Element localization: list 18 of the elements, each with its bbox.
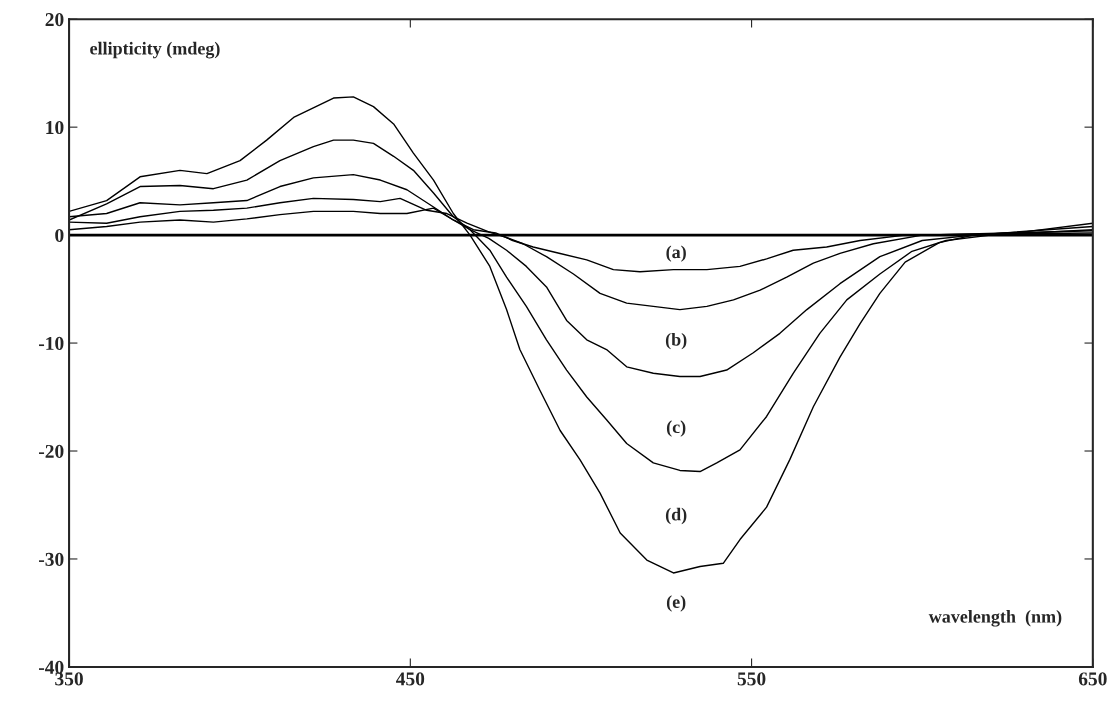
y-tick-label: 20 <box>45 13 64 27</box>
y-tick-label: -30 <box>39 552 64 566</box>
y-tick-label: -20 <box>39 444 64 458</box>
annotation: (e) <box>666 595 686 612</box>
x-tick-label: 450 <box>396 672 425 686</box>
annotation: (a) <box>666 245 686 262</box>
x-axis-title: wavelength (nm) <box>928 610 1062 627</box>
y-tick-label: 10 <box>46 120 64 135</box>
y-axis-title: ellipticity (mdeg) <box>90 41 220 59</box>
x-tick-label: 550 <box>737 672 766 686</box>
x-tick-label: 350 <box>55 672 83 686</box>
annotation: (d) <box>665 507 687 525</box>
y-tick-label: -10 <box>39 336 64 350</box>
annotation: (c) <box>666 420 686 437</box>
x-tick-label: 650 <box>1078 672 1107 686</box>
y-tick-label: 0 <box>55 228 64 243</box>
y-tick-label: -40 <box>39 660 64 674</box>
annotation: (b) <box>665 332 687 350</box>
